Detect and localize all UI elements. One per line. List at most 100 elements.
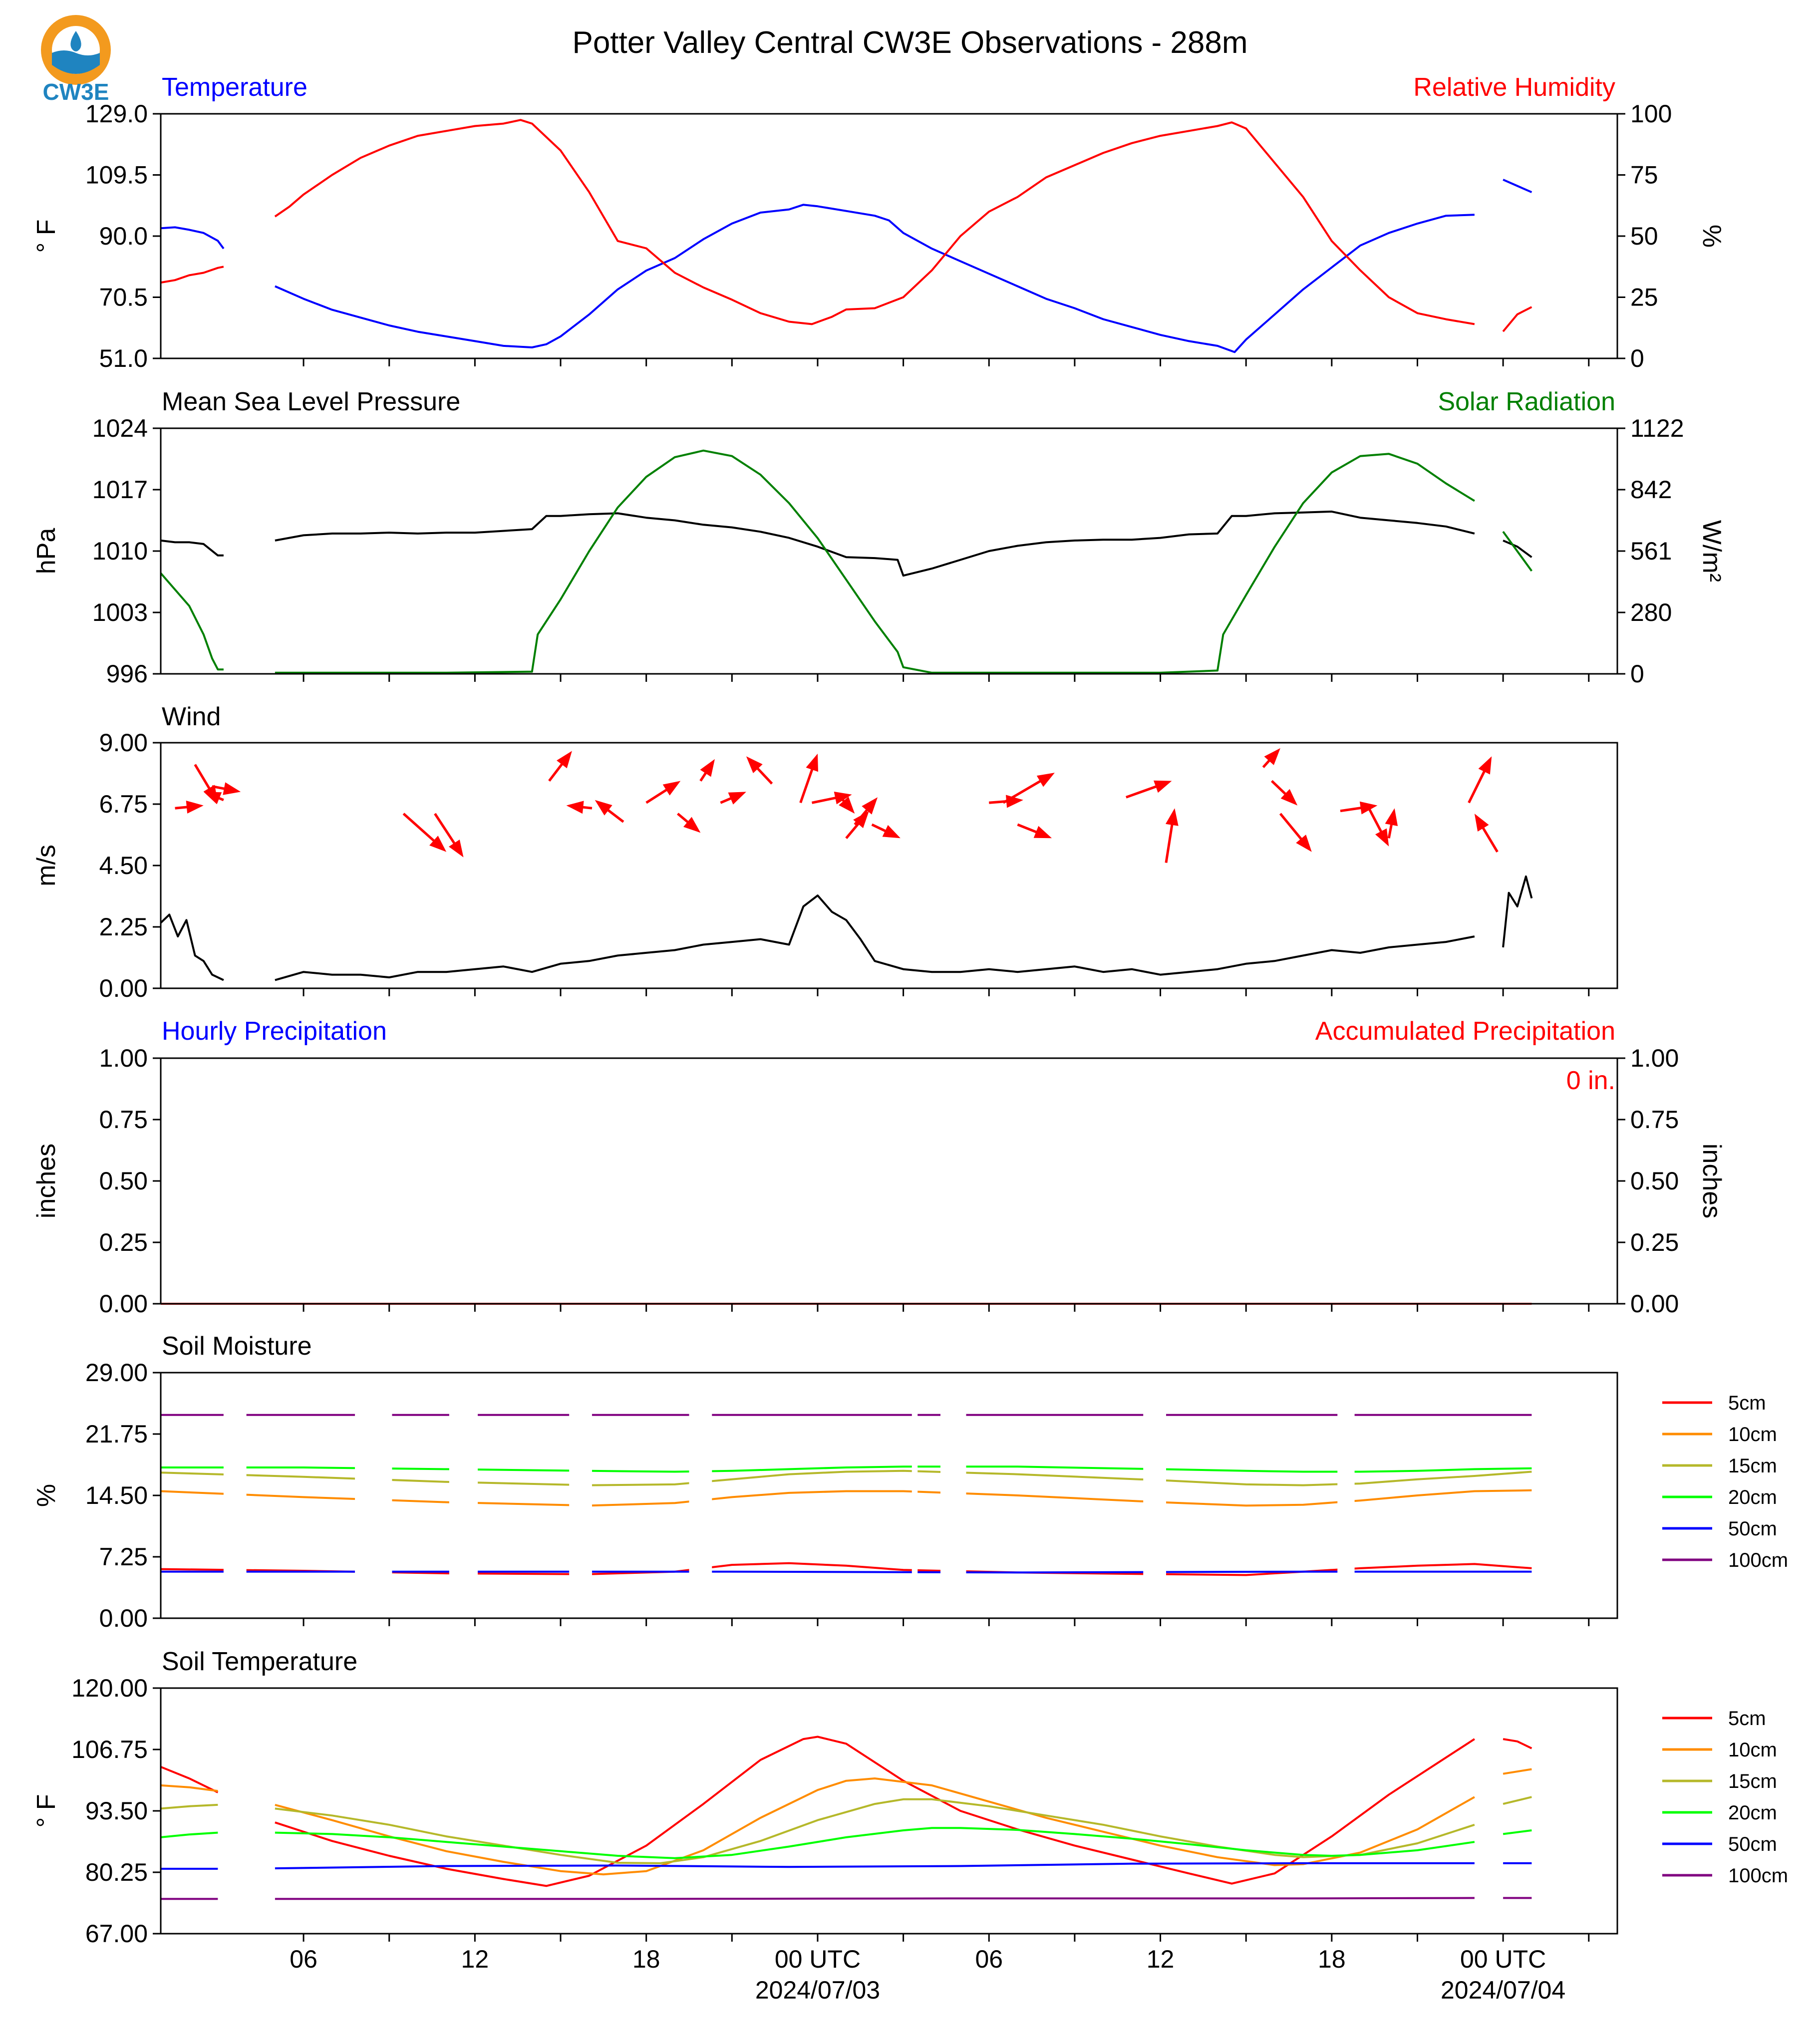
wind-arrow-head <box>1280 789 1298 806</box>
y-axis-label-right: % <box>1697 225 1726 248</box>
legend-label: 20cm <box>1728 1802 1777 1824</box>
y-tick-label-left: 106.75 <box>71 1736 148 1763</box>
data-gap <box>940 1375 966 1616</box>
wind-arrow-head <box>1154 780 1172 793</box>
series-line-20cm <box>275 1827 1475 1859</box>
panel-title-left: Hourly Precipitation <box>162 1017 387 1046</box>
y-tick-label-right: 561 <box>1630 537 1672 565</box>
series-line-20cm <box>1503 1829 1532 1835</box>
series-line-15cm <box>275 1798 1475 1864</box>
y-tick-label-left: 0.50 <box>99 1167 148 1195</box>
data-gap <box>223 1375 247 1616</box>
data-gap <box>449 1375 478 1616</box>
y-tick-label-right: 0 <box>1630 660 1644 688</box>
series-line-5cm <box>1503 1738 1532 1749</box>
x-date-label: 2024/07/04 <box>1441 1976 1565 2004</box>
y-tick-label-left: 1017 <box>92 476 148 504</box>
legend-label: 50cm <box>1728 1833 1777 1855</box>
y-tick-label-right: 100 <box>1630 100 1672 128</box>
y-tick-label-right: 1.00 <box>1630 1044 1679 1072</box>
series-line-10cm <box>160 1489 1532 1507</box>
wind-arrow-head <box>1385 808 1398 826</box>
wind-arrow-head <box>1033 826 1052 839</box>
legend-label: 5cm <box>1728 1392 1766 1414</box>
soil-temperature-panel: Soil Temperature 120.00 106.75 93.50 80.25 6… <box>32 1647 1788 1948</box>
data-gap <box>1143 1375 1166 1616</box>
series-line-temperature <box>160 226 225 250</box>
y-tick-label-left: 0.00 <box>99 1290 148 1318</box>
y-tick-label-right: 75 <box>1630 161 1658 189</box>
data-gap <box>1337 1375 1355 1616</box>
wind-arrow-head <box>203 792 222 805</box>
y-tick-label-left: 4.50 <box>99 852 148 879</box>
series-line-temperature <box>1503 179 1532 193</box>
wind-arrow-head <box>839 797 855 814</box>
series-line-solar-radiation <box>275 449 1475 674</box>
precipitation-panel: Hourly Precipitation Accumulated Precipi… <box>32 1017 1726 1318</box>
x-tick-label: 18 <box>1318 1945 1346 1973</box>
y-tick-label-left: 67.00 <box>85 1920 148 1948</box>
x-tick-label: 18 <box>632 1945 660 1973</box>
series-line-relative-humidity <box>274 119 1475 325</box>
series-line-5cm <box>160 1765 219 1793</box>
series-line-temperature <box>275 204 1475 353</box>
y-axis-label-left: hPa <box>32 528 61 575</box>
wind-arrow-head <box>662 781 681 796</box>
series-line-100cm <box>275 1897 1475 1900</box>
wind-arrow-head <box>186 801 204 814</box>
y-tick-label-left: 21.75 <box>85 1420 148 1448</box>
cw3e-logo: CW3E <box>41 15 111 105</box>
y-tick-label-left: 0.25 <box>99 1228 148 1256</box>
series-line-mean-sea-level-pressure <box>1503 540 1532 558</box>
y-tick-label-left: 1.00 <box>99 1044 148 1072</box>
y-tick-label-right: 842 <box>1630 476 1672 504</box>
data-gap <box>569 1375 592 1616</box>
series-line-10cm <box>275 1777 1475 1876</box>
time-axis: 06 12 18 00 UTC 2024/07/03 06 12 18 00 UTC 2024/0… <box>290 1945 1565 2004</box>
plot-frame <box>160 742 1618 989</box>
figure-title: Potter Valley Central CW3E Observations … <box>572 25 1247 60</box>
y-tick-label-left: 1024 <box>92 414 148 442</box>
x-tick-label: 12 <box>461 1945 489 1973</box>
wind-arrow-head <box>853 811 869 829</box>
legend-label: 5cm <box>1728 1708 1766 1730</box>
panel-title-right: Relative Humidity <box>1413 73 1615 102</box>
series-line-relative-humidity <box>1502 306 1532 332</box>
series-line-wind-speed <box>1502 875 1533 948</box>
legend-label: 50cm <box>1728 1518 1777 1540</box>
x-tick-label: 00 UTC <box>1460 1945 1546 1973</box>
y-axis-label-left: ° F <box>32 1794 61 1827</box>
series-line-5cm <box>275 1736 1475 1887</box>
wind-arrow-head <box>1296 835 1312 852</box>
y-tick-label-right: 280 <box>1630 598 1672 626</box>
y-tick-label-left: 1010 <box>92 537 148 565</box>
plot-frame <box>160 427 1618 675</box>
y-tick-label-left: 2.25 <box>99 913 148 941</box>
wind-arrow-head <box>557 751 572 769</box>
x-date-label: 2024/07/03 <box>755 1976 880 2004</box>
panel-title-left: Temperature <box>162 73 307 102</box>
y-tick-label-left: 9.00 <box>99 729 148 757</box>
y-tick-label-left: 90.0 <box>99 222 148 250</box>
wind-arrow-head <box>429 836 447 852</box>
y-tick-label-left: 6.75 <box>99 790 148 818</box>
wind-arrow-head <box>449 840 464 858</box>
y-tick-label-left: 0.00 <box>99 974 148 1002</box>
wind-arrow-head <box>746 756 763 773</box>
wind-arrow-head <box>862 797 878 815</box>
wind-arrow-head <box>223 782 241 795</box>
wind-arrow-head <box>566 801 584 814</box>
wind-arrow-head <box>1359 801 1378 815</box>
wind-arrow-head <box>683 817 701 833</box>
x-tick-label: 06 <box>290 1945 317 1973</box>
y-axis-label-left: m/s <box>32 845 61 886</box>
y-tick-label-left: 109.5 <box>85 161 148 189</box>
wind-arrow-head <box>700 759 715 777</box>
data-gap <box>689 1375 712 1616</box>
y-tick-label-left: 0.75 <box>99 1106 148 1134</box>
series-line-relative-humidity <box>160 266 224 284</box>
series-line-20cm <box>160 1831 218 1838</box>
y-tick-label-left: 0.00 <box>99 1604 148 1632</box>
panel-title-right: Solar Radiation <box>1438 387 1615 416</box>
